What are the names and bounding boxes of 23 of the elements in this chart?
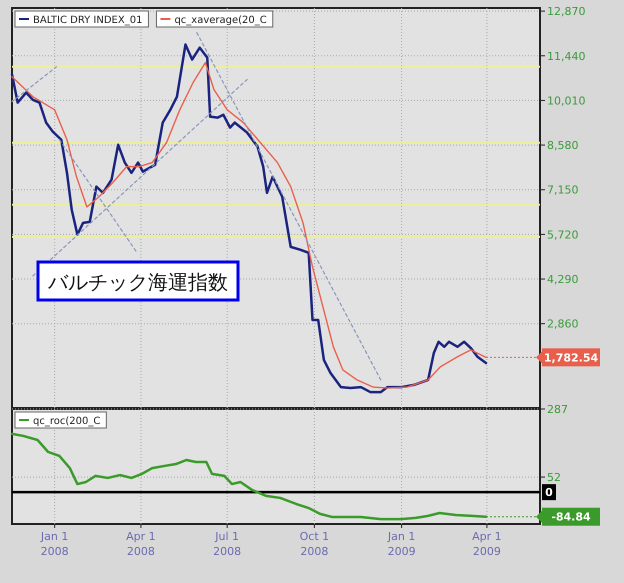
x-tick-label: Oct 1 2008 — [300, 530, 330, 558]
legend-label: qc_roc(200_C — [33, 416, 100, 427]
x-tick-label: Apr 1 2008 — [126, 530, 156, 558]
ref-line-label: 0 — [545, 486, 554, 500]
x-tick-label: Jul 1 2008 — [213, 530, 242, 558]
x-tick-label: Apr 1 2009 — [472, 530, 502, 558]
y-tick-label: 287 — [547, 403, 568, 416]
legend-label: BALTIC DRY INDEX_01 — [33, 15, 142, 26]
y-tick-label: 2,860 — [547, 318, 578, 331]
y-tick-label: 5,720 — [547, 228, 578, 242]
y-tick-label: 10,010 — [547, 94, 586, 108]
y-tick-label: 11,440 — [547, 50, 586, 63]
text: バルチック海運指数 — [47, 270, 228, 294]
annotation: 1,782.54 — [544, 351, 598, 364]
y-tick-label: 8,580 — [547, 139, 578, 152]
y-tick-label: 4,290 — [547, 273, 578, 286]
y-tick-label: 12,870 — [547, 5, 586, 18]
y-tick-label: 7,150 — [547, 184, 578, 197]
legend-label: qc_xaverage(20_C — [174, 15, 267, 26]
y-tick-label: 52 — [547, 471, 561, 484]
x-tick-label: Jan 1 2009 — [386, 530, 416, 558]
x-tick-label: Jan 1 2008 — [40, 530, 69, 558]
annotation: -84.84 — [551, 510, 592, 524]
